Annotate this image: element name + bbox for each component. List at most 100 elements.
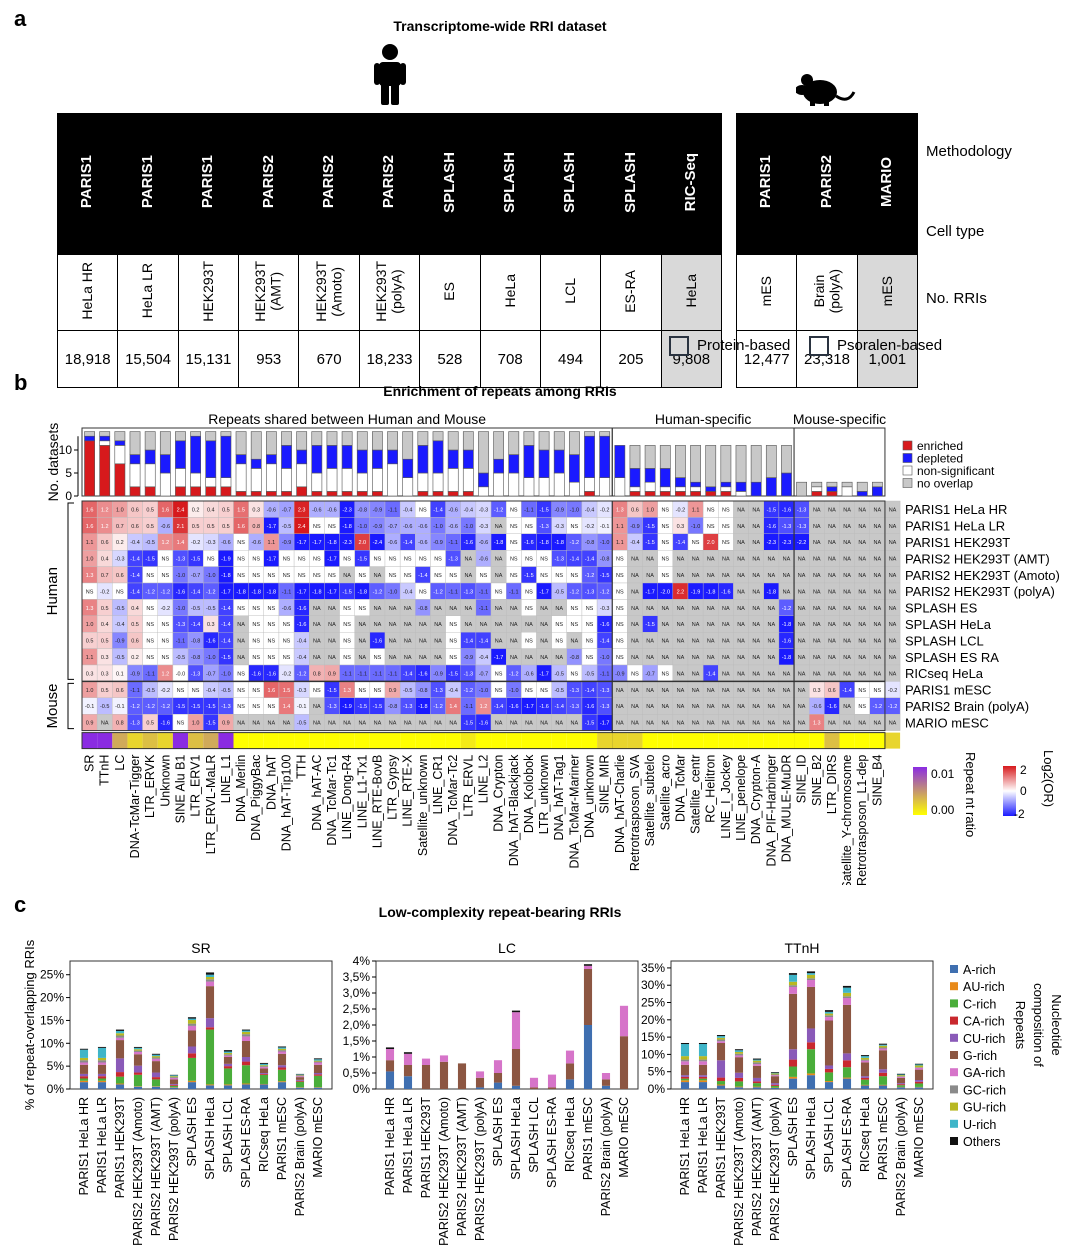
c-y-axis-label: % of repeat-overlapping RRIs xyxy=(22,939,37,1110)
bar-segment xyxy=(914,1080,924,1082)
bar-segment xyxy=(788,981,798,986)
heatmap-cell-label: NA xyxy=(631,573,639,579)
heatmap-cell-label: -1.5 xyxy=(358,557,367,563)
heatmap-cell-label: NA xyxy=(752,671,760,677)
bar-legend-label: non-significant xyxy=(917,464,995,478)
heatmap-cell-label: NA xyxy=(843,606,851,612)
heatmap-cell-label: NA xyxy=(874,639,882,645)
heatmap-cell-label: NS xyxy=(268,606,276,612)
cell-type-cell: HEK293T (AMT) xyxy=(238,254,300,331)
bar-segment xyxy=(151,1072,161,1078)
heatmap-cell-label: -0.6 xyxy=(418,524,427,530)
bar-segment xyxy=(205,974,215,977)
bar-segment xyxy=(97,1060,107,1063)
bar-segment xyxy=(385,1060,395,1072)
bar-segment xyxy=(680,1075,690,1077)
bar-segment xyxy=(698,1082,708,1089)
heatmap-cell-label: NS xyxy=(237,688,245,694)
bar-y-tick-label: 0 xyxy=(65,489,72,503)
cell-type-label: LCL xyxy=(561,278,578,304)
nt-ratio-cell xyxy=(748,732,764,749)
repeat-label: LINE_penelope xyxy=(734,755,748,841)
heatmap-cell-label: -1.5 xyxy=(191,557,200,563)
bar-segment xyxy=(493,1082,503,1089)
bar-segment xyxy=(680,1080,690,1083)
bar-y-axis-label: No. datasets xyxy=(45,423,61,502)
cell-type-cell: HeLa LR xyxy=(117,254,179,331)
heatmap-cell-label: -1.8 xyxy=(251,589,260,595)
bar-segment xyxy=(133,1051,143,1055)
heatmap-cell-label: -1.8 xyxy=(782,655,791,661)
bar-segment xyxy=(878,1044,888,1046)
heatmap-cell-label: -1.5 xyxy=(524,573,533,579)
heatmap-cell-label: NA xyxy=(389,721,397,727)
heatmap-cell-label: NA xyxy=(434,639,442,645)
heatmap-cell-label: NA xyxy=(768,557,776,563)
heatmap-cell-label: -1.2 xyxy=(600,589,609,595)
composition-legend-swatch xyxy=(950,999,958,1008)
heatmap-cell-label: NS xyxy=(616,557,624,563)
bar-segment xyxy=(842,1004,852,1054)
bar-segment xyxy=(698,1064,708,1076)
heatmap-cell-label: NA xyxy=(677,721,685,727)
heatmap-cell-label: NA xyxy=(889,721,897,727)
depleted-bar-segment xyxy=(735,481,747,492)
heatmap-cell-label: -0.5 xyxy=(191,606,200,612)
bar-segment xyxy=(806,974,816,979)
heatmap-cell-label: -0.4 xyxy=(115,622,124,628)
bar-segment xyxy=(914,1063,924,1065)
bar-segment xyxy=(115,1033,125,1036)
log2or-legend-tick: -2 xyxy=(1014,807,1025,821)
heatmap-cell-label: NA xyxy=(768,639,776,645)
heatmap-cell-label: NA xyxy=(874,721,882,727)
bar-segment xyxy=(205,1085,215,1089)
heatmap-cell-label: NS xyxy=(358,606,366,612)
composition-legend-swatch xyxy=(950,965,958,973)
heatmap-cell-label: 0.4 xyxy=(131,606,139,612)
heatmap-cell-label: NA xyxy=(404,639,412,645)
heatmap-cell-label: NA xyxy=(737,507,745,513)
heatmap-cell-label: -0.2 xyxy=(282,671,291,677)
bar-segment xyxy=(295,1087,305,1089)
heatmap-cell-label: NS xyxy=(116,589,124,595)
human-dataset-table: PARIS1 PARIS1 PARIS1 PARIS2 PARIS2 PARIS2 SPLA… xyxy=(56,113,723,388)
nt-ratio-cell xyxy=(763,732,779,749)
heatmap-cell-label: NA xyxy=(813,540,821,546)
heatmap-cell-label: -1.3 xyxy=(403,704,412,710)
rri-count: 528 xyxy=(419,330,481,388)
no-overlap-bar-segment xyxy=(190,431,202,437)
heatmap-cell-label: NA xyxy=(722,688,730,694)
heatmap-cell-label: NS xyxy=(298,573,306,579)
enriched-bar-segment xyxy=(326,491,338,497)
nt-ratio-cell xyxy=(854,732,870,749)
composition-legend-swatch xyxy=(950,1068,958,1077)
heatmap-cell-label: -1.0 xyxy=(691,524,700,530)
composition-legend-title-line3: Repeats xyxy=(1013,1001,1028,1050)
y-tick-label: 3,5% xyxy=(343,970,371,984)
heatmap-cell-label: -0.2 xyxy=(191,540,200,546)
heatmap-cell-label: NA xyxy=(798,688,806,694)
enriched-bar-segment xyxy=(250,491,262,497)
heatmap-cell-label: -0.9 xyxy=(615,671,624,677)
heatmap-cell-label: NA xyxy=(889,589,897,595)
heatmap-cell-label: NS xyxy=(571,524,579,530)
heatmap-cell-label: NA xyxy=(783,557,791,563)
nonsig-bar-segment xyxy=(417,472,429,492)
heatmap-cell-label: -1.0 xyxy=(176,573,185,579)
heatmap-cell-label: NS xyxy=(343,639,351,645)
bar-segment xyxy=(169,1083,179,1085)
heatmap-cell-label: -1.7 xyxy=(524,704,533,710)
heatmap-cell-label: NA xyxy=(646,721,654,727)
heatmap-cell-label: -2.3 xyxy=(767,540,776,546)
heatmap-cell-label: -1.6 xyxy=(479,721,488,727)
heatmap-cell-label: NA xyxy=(313,622,321,628)
heatmap-cell-label: -1.1 xyxy=(130,688,139,694)
bar-segment xyxy=(241,1030,251,1032)
heatmap-cell-label: -0.8 xyxy=(570,655,579,661)
bar-segment xyxy=(716,1081,726,1085)
heatmap-cell-label: -0.5 xyxy=(206,606,215,612)
bar-segment xyxy=(824,1011,834,1014)
bar-segment xyxy=(313,1075,323,1088)
heatmap-cell-label: NA xyxy=(692,671,700,677)
heatmap-cell-label: -1.1 xyxy=(373,671,382,677)
